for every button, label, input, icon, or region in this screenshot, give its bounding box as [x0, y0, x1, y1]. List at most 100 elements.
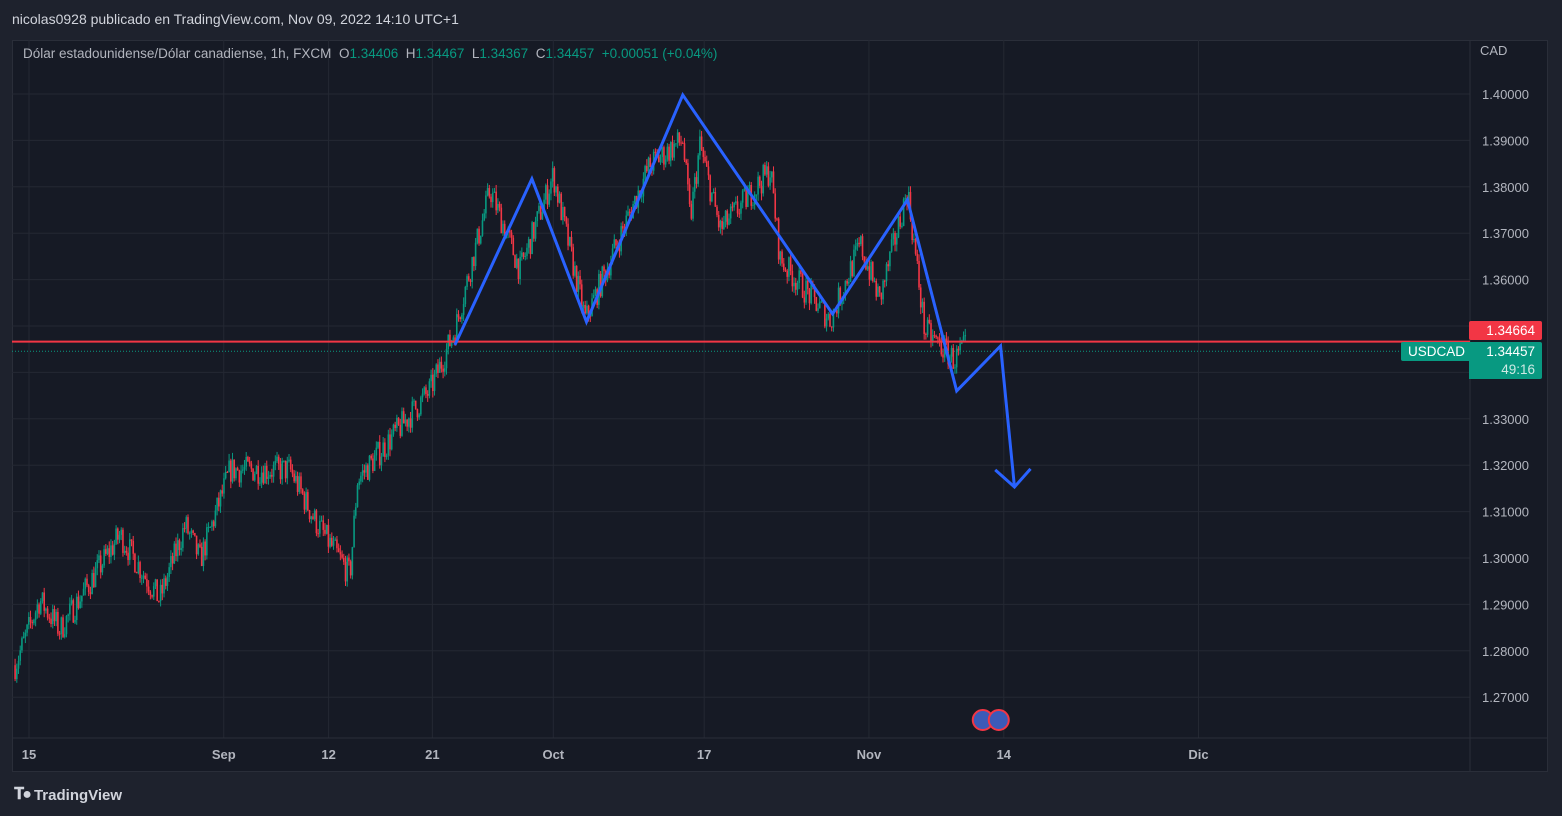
candle-body	[687, 163, 689, 185]
candle-body	[106, 548, 109, 554]
candle-body	[360, 475, 362, 482]
tradingview-logo: 𝐓● TradingView	[14, 786, 122, 804]
candle-body	[170, 556, 172, 568]
candle-body	[127, 552, 129, 560]
candle-body	[801, 273, 804, 298]
candle-body	[17, 660, 20, 669]
candle-body	[702, 149, 705, 157]
candle-body	[187, 517, 189, 534]
candle-body	[19, 650, 22, 661]
candle-body	[901, 225, 903, 227]
candle-body	[69, 603, 71, 615]
candle-body	[433, 373, 436, 392]
price-tick-label: 1.37000	[1482, 226, 1529, 241]
candle-body	[322, 520, 325, 530]
candle-body	[529, 239, 532, 255]
candle-body	[545, 185, 547, 200]
candle-body	[911, 219, 913, 241]
candle-body	[344, 561, 347, 582]
candle-body	[105, 549, 107, 554]
candle-body	[221, 490, 224, 494]
candle-body	[409, 418, 412, 428]
price-tick-label: 1.30000	[1482, 551, 1529, 566]
candle-body	[735, 201, 737, 203]
last-price-tag: 1.34457 49:16	[1469, 342, 1542, 379]
candle-body	[277, 456, 280, 464]
candle-body	[303, 493, 306, 510]
candle-body	[498, 203, 501, 208]
candle-body	[555, 186, 557, 193]
candle-body	[421, 393, 424, 398]
candle-body	[211, 521, 213, 527]
candle-body	[151, 595, 153, 597]
candle-body	[759, 176, 761, 186]
candle-body	[613, 239, 616, 249]
candle-body	[851, 261, 854, 277]
low-label: L	[471, 46, 480, 61]
candle-body	[808, 288, 811, 304]
candle-body	[565, 217, 568, 224]
chart-canvas[interactable]: 1.27000 1.28000 1.29000 1.30000 1.31000 1.320…	[12, 40, 1548, 772]
candle-body	[829, 314, 831, 327]
pattern-drawing	[453, 91, 1016, 488]
candle-body	[728, 218, 730, 225]
candle-body	[175, 543, 177, 557]
candle-body	[98, 555, 100, 561]
candle-body	[276, 456, 278, 461]
candle-body	[839, 287, 842, 305]
candle-body	[373, 455, 376, 471]
candle-body	[510, 232, 513, 238]
candle-body	[216, 497, 218, 511]
candle-body	[536, 211, 539, 222]
candle-body	[726, 210, 729, 225]
candle-body	[289, 459, 292, 470]
candle-body	[228, 460, 230, 473]
candle-body	[41, 592, 44, 602]
candle-body	[462, 304, 465, 315]
candle-body	[72, 600, 75, 623]
candle-body	[563, 207, 566, 218]
candle-body	[29, 616, 32, 623]
candle-body	[164, 578, 167, 586]
time-tick-label: 15	[22, 747, 36, 762]
candle-body	[820, 301, 823, 303]
candle-body	[608, 269, 610, 276]
candle-body	[796, 282, 799, 290]
candle-body	[935, 335, 937, 338]
candle-body	[351, 547, 354, 576]
candle-body	[700, 136, 703, 150]
candle-body	[848, 281, 850, 284]
candle-body	[791, 270, 794, 287]
candle-body	[281, 461, 283, 480]
candle-body	[889, 251, 891, 267]
candle-body	[849, 261, 852, 282]
candle-body	[846, 280, 848, 284]
candle-body	[488, 188, 491, 197]
candle-body	[75, 596, 78, 621]
candle-body	[324, 529, 326, 534]
candle-body	[301, 489, 304, 494]
candle-body	[450, 340, 453, 346]
low-value: 1.34367	[479, 46, 529, 61]
candle-body	[308, 510, 311, 520]
candle-body	[502, 223, 504, 234]
candle-body	[863, 256, 866, 262]
candle-body	[375, 447, 378, 456]
candle-body	[560, 193, 563, 221]
candle-body	[661, 147, 664, 157]
candle-body	[904, 197, 907, 200]
candle-body	[490, 196, 492, 203]
candle-body	[577, 275, 580, 292]
candle-body	[262, 472, 265, 484]
candle-body	[437, 364, 439, 373]
candle-body	[526, 247, 528, 256]
candle-body	[426, 394, 429, 396]
candle-body	[140, 577, 143, 579]
candle-body	[272, 464, 275, 477]
candle-body	[387, 434, 390, 456]
candle-body	[955, 348, 958, 368]
candle-body	[584, 304, 586, 314]
candle-body	[413, 400, 415, 402]
candle-body	[337, 548, 340, 553]
us-flag-event-icon[interactable]	[987, 709, 1010, 731]
